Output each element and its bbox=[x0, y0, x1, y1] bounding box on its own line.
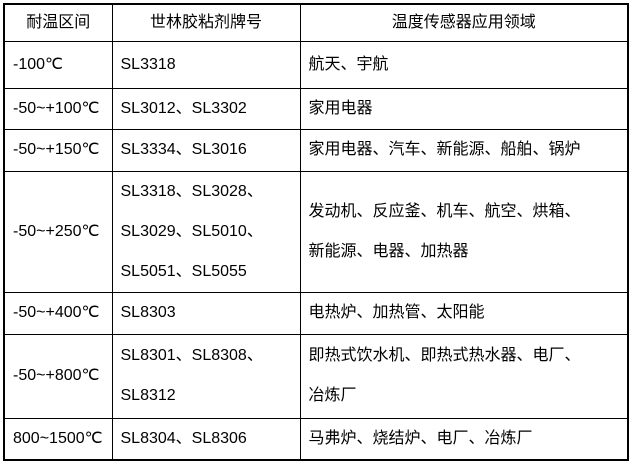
cell-temperature-range: -50~+400℃ bbox=[3, 291, 113, 335]
cell-adhesive-models: SL8301、SL8308、 SL8312 bbox=[111, 333, 301, 419]
cell-applications: 电热炉、加热管、太阳能 bbox=[299, 291, 629, 335]
cell-adhesive-models: SL3012、SL3302 bbox=[111, 87, 301, 130]
table-row: -50~+150℃ SL3334、SL3016 家用电器、汽车、新能源、船舶、锅… bbox=[3, 128, 629, 172]
table-row: -100℃ SL3318 航天、宇航 bbox=[3, 40, 629, 89]
table-row: -50~+250℃ SL3318、SL3028、 SL3029、SL5010、 … bbox=[3, 170, 629, 293]
cell-adhesive-models: SL3318、SL3028、 SL3029、SL5010、 SL5051、SL5… bbox=[111, 170, 301, 293]
cell-adhesive-models: SL8303 bbox=[111, 291, 301, 335]
table-row: -50~+400℃ SL8303 电热炉、加热管、太阳能 bbox=[3, 291, 629, 335]
header-row: 耐温区间 世林胶粘剂牌号 温度传感器应用领域 bbox=[3, 3, 629, 42]
header-cell-applications: 温度传感器应用领域 bbox=[299, 3, 629, 42]
table-row: 800~1500℃ SL8304、SL8306 马弗炉、烧结炉、电厂、冶炼厂 bbox=[3, 417, 629, 460]
cell-applications: 马弗炉、烧结炉、电厂、冶炼厂 bbox=[299, 417, 629, 460]
cell-adhesive-models: SL3318 bbox=[111, 40, 301, 89]
cell-temperature-range: -50~+800℃ bbox=[3, 333, 113, 419]
cell-temperature-range: 800~1500℃ bbox=[3, 417, 113, 460]
cell-temperature-range: -100℃ bbox=[3, 40, 113, 89]
table-row: -50~+100℃ SL3012、SL3302 家用电器 bbox=[3, 87, 629, 130]
table-row: -50~+800℃ SL8301、SL8308、 SL8312 即热式饮水机、即… bbox=[3, 333, 629, 419]
cell-temperature-range: -50~+150℃ bbox=[3, 128, 113, 172]
cell-applications: 家用电器、汽车、新能源、船舶、锅炉 bbox=[299, 128, 629, 172]
header-cell-temperature-range: 耐温区间 bbox=[3, 3, 113, 42]
header-cell-adhesive-models: 世林胶粘剂牌号 bbox=[111, 3, 301, 42]
cell-applications: 家用电器 bbox=[299, 87, 629, 130]
cell-adhesive-models: SL3334、SL3016 bbox=[111, 128, 301, 172]
cell-applications: 即热式饮水机、即热式热水器、电厂、 冶炼厂 bbox=[299, 333, 629, 419]
adhesive-temperature-table: 耐温区间 世林胶粘剂牌号 温度传感器应用领域 -100℃ SL3318 航天、宇… bbox=[3, 3, 629, 461]
cell-temperature-range: -50~+100℃ bbox=[3, 87, 113, 130]
cell-temperature-range: -50~+250℃ bbox=[3, 170, 113, 293]
cell-applications: 航天、宇航 bbox=[299, 40, 629, 89]
cell-applications: 发动机、反应釜、机车、航空、烘箱、 新能源、电器、加热器 bbox=[299, 170, 629, 293]
cell-adhesive-models: SL8304、SL8306 bbox=[111, 417, 301, 460]
